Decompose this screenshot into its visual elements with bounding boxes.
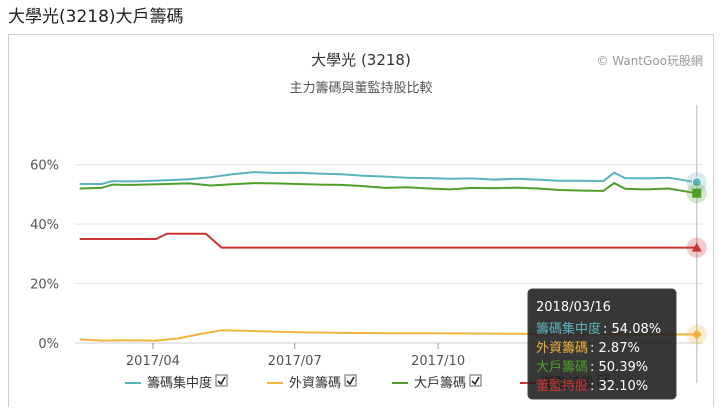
checkmark-icon [471, 376, 480, 386]
tooltip-row: 大戶籌碼: 50.39% [536, 360, 648, 375]
tooltip-series-label: 外資籌碼 [536, 341, 588, 356]
y-tick-label: 40% [30, 218, 59, 233]
x-tick-label: 2017/07 [268, 354, 322, 369]
legend-item-0[interactable]: 籌碼集中度 [125, 374, 228, 391]
legend-item-2[interactable]: 大戶籌碼 [392, 374, 482, 391]
x-tick-label: 2017/10 [411, 354, 465, 369]
x-tick-label: 2017/04 [126, 354, 180, 369]
legend-label: 外資籌碼 [289, 376, 341, 391]
hover-marker-2 [692, 188, 702, 198]
hover-marker-3 [691, 242, 702, 252]
chart-container: 大學光 (3218) 主力籌碼與董監持股比較 © WantGoo玩股網 60% 4… [8, 34, 714, 407]
tooltip-row: 外資籌碼: 2.87% [536, 341, 640, 356]
hover-marker-1 [691, 329, 702, 340]
chart-title: 大學光 (3218) [311, 51, 411, 69]
legend-label: 籌碼集中度 [147, 375, 212, 391]
tooltip-series-label: 大戶籌碼 [536, 360, 588, 375]
tooltip-row: 籌碼集中度: 54.08% [536, 321, 661, 337]
legend-item-1[interactable]: 外資籌碼 [267, 374, 357, 391]
tooltip-series-label: 籌碼集中度 [536, 321, 601, 337]
tooltip-series-label: 董監持股 [536, 378, 588, 394]
legend-checkbox[interactable] [469, 374, 482, 387]
legend-label: 大戶籌碼 [414, 376, 466, 391]
y-tick-label: 0% [38, 337, 59, 352]
checkmark-icon [217, 376, 226, 386]
tooltip-row: 董監持股: 32.10% [536, 378, 648, 394]
series-line-3 [79, 232, 697, 249]
tooltip-series-value: : 32.10% [590, 379, 648, 394]
tooltip-date: 2018/03/16 [536, 300, 611, 315]
checkmark-icon [346, 376, 355, 386]
legend-checkbox[interactable] [215, 374, 228, 387]
series-line-2 [79, 181, 697, 195]
tooltip-series-value: : 54.08% [603, 322, 661, 337]
line-chart: 大學光 (3218) 主力籌碼與董監持股比較 © WantGoo玩股網 60% 4… [30, 51, 707, 400]
page-title: 大學光(3218)大戶籌碼 [8, 7, 184, 27]
hover-marker-0 [691, 177, 702, 188]
chart-credit: © WantGoo玩股網 [596, 54, 703, 68]
tooltip-background [527, 288, 677, 400]
series-line-0 [79, 171, 697, 185]
chart-subtitle: 主力籌碼與董監持股比較 [289, 80, 432, 96]
y-tick-label: 20% [30, 278, 59, 293]
y-tick-label: 60% [30, 159, 59, 174]
tooltip-series-value: : 2.87% [590, 341, 640, 356]
legend-checkbox[interactable] [344, 374, 357, 387]
tooltip-series-value: : 50.39% [590, 360, 648, 375]
